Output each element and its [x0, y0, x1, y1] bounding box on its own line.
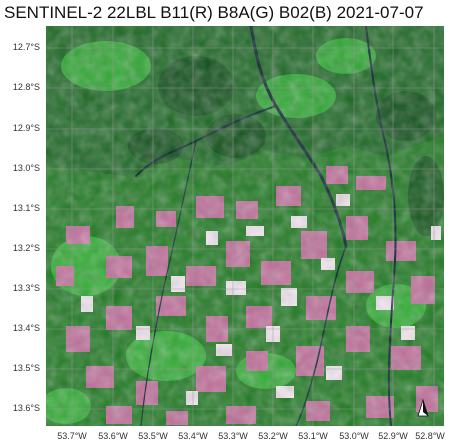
y-label-13.5: 13.5°S — [12, 363, 40, 373]
graticule-grid — [46, 26, 444, 426]
x-label-53.7: 53.7°W — [57, 431, 87, 441]
y-label-13.2: 13.2°S — [12, 243, 40, 253]
north-arrow-icon — [417, 398, 429, 417]
y-label-13.6: 13.6°S — [12, 403, 40, 413]
x-label-53.6: 53.6°W — [98, 431, 128, 441]
texture-overlay — [46, 26, 444, 426]
y-label-13.3: 13.3°S — [12, 283, 40, 293]
x-label-53.1: 53.1°W — [298, 431, 328, 441]
x-label-52.8: 52.8°W — [415, 431, 445, 441]
y-label-12.9: 12.9°S — [12, 123, 40, 133]
x-label-53.2: 53.2°W — [258, 431, 288, 441]
x-label-53.0: 53.0°W — [339, 431, 369, 441]
map-title: SENTINEL-2 22LBL B11(R) B8A(G) B02(B) 20… — [4, 3, 424, 22]
x-label-53.5: 53.5°W — [138, 431, 168, 441]
x-label-52.9: 52.9°W — [378, 431, 408, 441]
x-label-53.3: 53.3°W — [218, 431, 248, 441]
y-label-12.8: 12.8°S — [12, 82, 40, 92]
x-label-53.4: 53.4°W — [178, 431, 208, 441]
satellite-map[interactable] — [46, 26, 444, 426]
y-label-13.1: 13.1°S — [12, 203, 40, 213]
y-label-13.4: 13.4°S — [12, 323, 40, 333]
y-label-13.0: 13.0°S — [12, 163, 40, 173]
y-label-12.7: 12.7°S — [12, 42, 40, 52]
